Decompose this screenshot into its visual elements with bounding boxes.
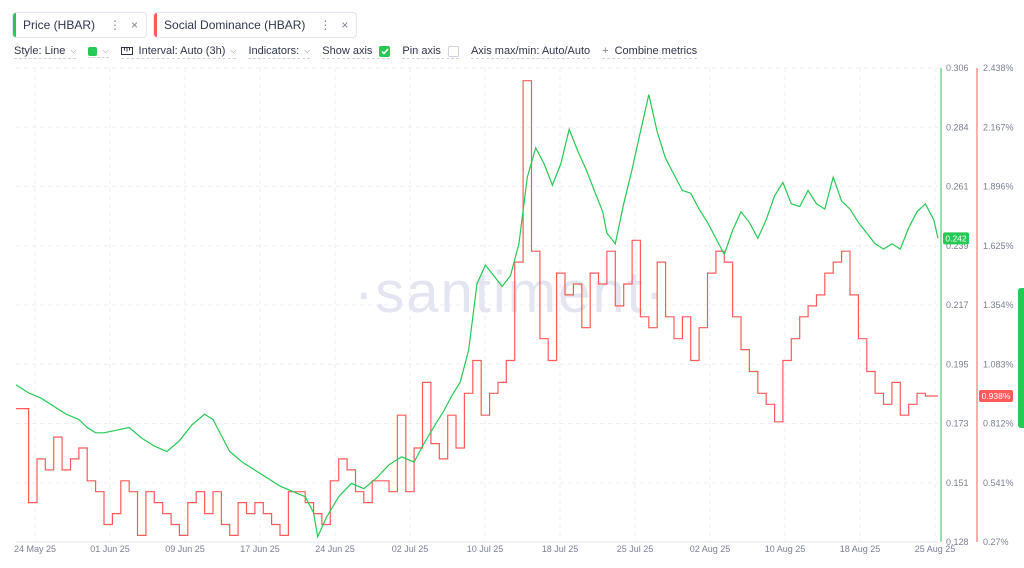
x-tick-label: 10 Aug 25 xyxy=(765,544,806,554)
close-icon[interactable]: × xyxy=(131,18,139,32)
x-tick-label: 10 Jul 25 xyxy=(467,544,504,554)
color-dropdown[interactable]: ⌵ xyxy=(88,46,109,58)
x-tick-label: 25 Jul 25 xyxy=(617,544,654,554)
show-axis-label: Show axis xyxy=(322,45,373,57)
dominance-tick-label: 2.167% xyxy=(983,122,1014,132)
chart-toolbar: Style: Line ⌵ ⌵ Interval: Auto (3h) ⌵ In… xyxy=(14,45,709,59)
dominance-tick-label: 1.083% xyxy=(983,359,1014,369)
dominance-tick-label: 0.27% xyxy=(983,537,1009,547)
style-dropdown[interactable]: Style: Line ⌵ xyxy=(14,45,77,59)
check-icon xyxy=(381,47,389,55)
chevron-down-icon: ⌵ xyxy=(230,46,237,55)
tab-price-hbar[interactable]: Price (HBAR) ⋮ × xyxy=(12,12,148,38)
price-last-value-badge xyxy=(943,232,969,245)
metric-tabs: Price (HBAR) ⋮ × Social Dominance (HBAR)… xyxy=(12,12,358,38)
tab-color-bar xyxy=(154,13,158,37)
tab-label: Social Dominance (HBAR) xyxy=(164,18,306,32)
price-tick-label: 0.151 xyxy=(946,478,969,488)
x-tick-label: 09 Jun 25 xyxy=(165,544,205,554)
more-options-icon[interactable]: ⋮ xyxy=(319,18,332,32)
dominance-last-value-label: 0.938% xyxy=(982,391,1011,401)
x-tick-label: 02 Jul 25 xyxy=(392,544,429,554)
price-tick-label: 0.173 xyxy=(946,419,969,429)
x-tick-label: 24 May 25 xyxy=(14,544,56,554)
x-tick-label: 02 Aug 25 xyxy=(690,544,731,554)
more-options-icon[interactable]: ⋮ xyxy=(109,18,122,32)
dominance-tick-label: 0.812% xyxy=(983,419,1014,429)
price-tick-label: 0.239 xyxy=(946,241,969,251)
x-tick-label: 18 Aug 25 xyxy=(840,544,881,554)
interval-label: Interval: Auto (3h) xyxy=(138,45,226,57)
price-tick-label: 0.195 xyxy=(946,359,969,369)
x-tick-label: 24 Jun 25 xyxy=(315,544,355,554)
price-tick-label: 0.261 xyxy=(946,182,969,192)
x-tick-label: 25 Aug 25 xyxy=(915,544,956,554)
x-tick-label: 01 Jun 25 xyxy=(90,544,130,554)
chevron-down-icon: ⌵ xyxy=(304,46,311,55)
ruler-icon xyxy=(120,47,133,55)
show-axis-checkbox[interactable] xyxy=(379,45,391,57)
color-swatch-icon xyxy=(88,46,98,56)
combine-metrics-button[interactable]: + Combine metrics xyxy=(602,45,698,59)
tab-social-dominance-hbar[interactable]: Social Dominance (HBAR) ⋮ × xyxy=(153,12,358,38)
close-icon[interactable]: × xyxy=(341,18,349,32)
santiment-watermark: ·santiment· xyxy=(354,260,666,325)
dominance-tick-label: 1.625% xyxy=(983,241,1014,251)
style-label: Style: Line xyxy=(14,45,66,57)
dominance-tick-label: 1.896% xyxy=(983,182,1014,192)
plus-icon: + xyxy=(602,45,609,57)
series-line-social-dominance xyxy=(16,80,938,537)
x-tick-label: 17 Jun 25 xyxy=(240,544,280,554)
show-axis-toggle[interactable]: Show axis xyxy=(322,45,391,59)
pin-axis-label: Pin axis xyxy=(402,45,441,57)
dominance-tick-label: 0.541% xyxy=(983,478,1014,488)
axis-minmax-label: Axis max/min: Auto/Auto xyxy=(470,45,591,57)
x-tick-label: 18 Jul 25 xyxy=(542,544,579,554)
tab-color-bar xyxy=(13,13,16,37)
combine-metrics-label: Combine metrics xyxy=(614,45,698,57)
interval-dropdown[interactable]: Interval: Auto (3h) ⌵ xyxy=(120,45,237,59)
dominance-last-value-badge xyxy=(979,389,1013,402)
price-last-value-label: 0.242 xyxy=(945,233,967,243)
price-tick-label: 0.306 xyxy=(946,63,969,73)
chevron-down-icon: ⌵ xyxy=(102,46,109,55)
tab-label: Price (HBAR) xyxy=(23,18,96,32)
price-tick-label: 0.217 xyxy=(946,300,969,310)
dominance-tick-label: 2.438% xyxy=(983,63,1014,73)
pin-axis-toggle[interactable]: Pin axis xyxy=(402,45,459,59)
axis-minmax-dropdown[interactable]: Axis max/min: Auto/Auto xyxy=(470,45,591,59)
side-panel-handle[interactable] xyxy=(1018,288,1024,428)
chevron-down-icon: ⌵ xyxy=(70,46,77,55)
series-line-price xyxy=(15,94,939,539)
price-tick-label: 0.284 xyxy=(946,122,969,132)
price-tick-label: 0.128 xyxy=(946,537,969,547)
dominance-tick-label: 1.354% xyxy=(983,300,1014,310)
indicators-label: Indicators: xyxy=(248,45,300,57)
pin-axis-checkbox[interactable] xyxy=(447,45,459,57)
indicators-dropdown[interactable]: Indicators: ⌵ xyxy=(248,45,311,59)
